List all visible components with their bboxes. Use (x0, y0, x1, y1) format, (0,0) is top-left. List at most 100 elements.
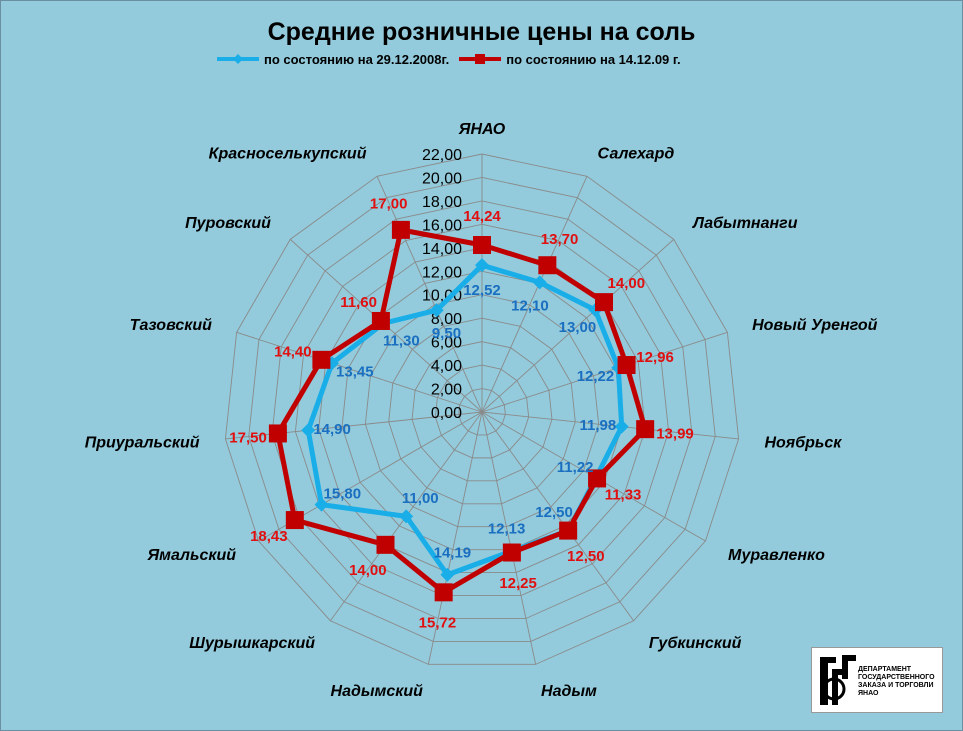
grid-ring (341, 270, 623, 551)
data-label-2008: 9,50 (432, 325, 461, 342)
grid-spoke (481, 411, 739, 440)
category-label: Муравленко (728, 547, 825, 564)
data-label-2008: 14,90 (313, 421, 351, 438)
legend-item-2009: по состоянию на 14.12.09 г. (457, 51, 681, 67)
chart-title: Средние розничные цены на соль (267, 18, 696, 46)
data-label-2009: 15,72 (419, 615, 457, 632)
data-point-2008 (429, 303, 444, 318)
data-point-2009 (588, 469, 607, 488)
data-label-2009: 11,60 (340, 294, 377, 311)
grid-ring (458, 388, 506, 436)
grid-spoke (225, 411, 483, 440)
legend-line-2009 (459, 54, 502, 64)
tick-label: 8,00 (431, 311, 462, 328)
data-point-2008 (314, 497, 329, 512)
data-label-2008: 13,45 (336, 364, 374, 381)
category-label: Шурышкарский (189, 635, 315, 652)
category-label: Тазовский (130, 317, 212, 334)
data-label-2009: 11,33 (605, 486, 642, 503)
tick-label: 14,00 (422, 241, 462, 258)
data-label-2008: 12,10 (511, 297, 549, 314)
category-label: ЯНАО (458, 121, 506, 138)
data-label-2008: 15,80 (324, 486, 362, 503)
grid-spoke (236, 331, 483, 413)
data-point-2009 (268, 424, 287, 443)
logo-text: Департамент государственного заказа и то… (858, 666, 935, 697)
grid-spoke (481, 239, 675, 413)
grid-spoke (481, 411, 635, 621)
category-label: Надым (541, 683, 597, 700)
category-label: Новый Уренгой (752, 317, 878, 334)
data-point-2009 (371, 311, 390, 330)
tick-label: 12,00 (422, 264, 462, 281)
grid-spoke (376, 176, 483, 413)
data-label-2008: 12,52 (463, 282, 501, 299)
data-point-2009 (312, 350, 331, 369)
grid-ring (294, 223, 670, 596)
data-label-2008: 14,19 (434, 544, 472, 561)
data-point-2009 (636, 420, 655, 439)
data-point-2009 (617, 356, 636, 375)
data-label-2008: 13,00 (559, 319, 597, 336)
data-point-2009 (473, 236, 491, 255)
legend-label-2008: по состоянию на 29.12.2008г. (264, 51, 450, 67)
data-point-2008 (475, 258, 489, 273)
series-line-2009 (275, 227, 648, 595)
data-point-2009 (538, 256, 557, 275)
data-label-2009: 14,00 (608, 275, 646, 292)
data-point-2009 (502, 543, 521, 562)
data-label-2008: 12,50 (535, 504, 573, 521)
grid-spoke (427, 411, 483, 665)
tick-label: 22,00 (422, 147, 462, 164)
data-label-2009: 17,50 (229, 430, 267, 447)
department-logo: Департамент государственного заказа и то… (811, 647, 943, 713)
category-label: Лабытнанги (692, 215, 798, 232)
category-label: Салехард (598, 146, 675, 163)
series-line-2008 (305, 262, 625, 578)
data-label-2008: 12,13 (488, 521, 526, 538)
grid-spoke (481, 331, 728, 413)
category-label: Красноселькупский (209, 146, 367, 163)
category-label: Надымский (331, 683, 424, 700)
legend-item-2008: по состоянию на 29.12.2008г. (215, 52, 449, 67)
grid-ring (364, 294, 600, 528)
data-label-2008: 11,30 (383, 332, 420, 349)
grid-ring (224, 153, 740, 665)
data-label-2009: 18,43 (250, 528, 288, 545)
tick-label: 16,00 (422, 217, 462, 234)
data-label-2009: 14,00 (349, 562, 387, 579)
grid-ring (434, 364, 530, 459)
tick-label: 20,00 (422, 170, 462, 187)
data-point-2009 (434, 583, 453, 602)
data-label-2009: 14,24 (463, 208, 501, 225)
emblem-icon (820, 655, 856, 705)
data-point-2008 (532, 275, 547, 290)
legend-label-2009: по состоянию на 14.12.09 г. (506, 51, 681, 67)
grid-ring (248, 176, 716, 642)
category-label: Приуральский (85, 435, 200, 452)
category-label: Губкинский (649, 635, 742, 652)
data-point-2009 (559, 521, 578, 540)
category-label: Ноябрьск (764, 435, 842, 452)
data-point-2009 (376, 535, 395, 554)
data-label-2009: 17,00 (370, 195, 408, 212)
data-point-2008 (614, 419, 629, 434)
grid-ring (271, 200, 693, 619)
data-label-2009: 14,40 (274, 344, 312, 361)
data-label-2009: 13,70 (541, 231, 579, 248)
data-point-2008 (440, 567, 455, 582)
data-label-2009: 12,50 (567, 548, 605, 565)
data-point-2009 (595, 293, 614, 312)
grid-ring (411, 341, 553, 482)
data-point-2008 (301, 423, 316, 438)
data-label-2008: 11,22 (557, 459, 594, 476)
data-point-2009 (285, 511, 304, 530)
data-label-2009: 13,99 (656, 425, 694, 442)
category-label: Пуровский (185, 215, 271, 232)
data-point-2009 (391, 220, 410, 239)
tick-label: 2,00 (431, 382, 462, 399)
data-label-2009: 12,96 (636, 349, 674, 366)
grid-spoke (481, 176, 588, 413)
data-point-2008 (399, 509, 414, 524)
